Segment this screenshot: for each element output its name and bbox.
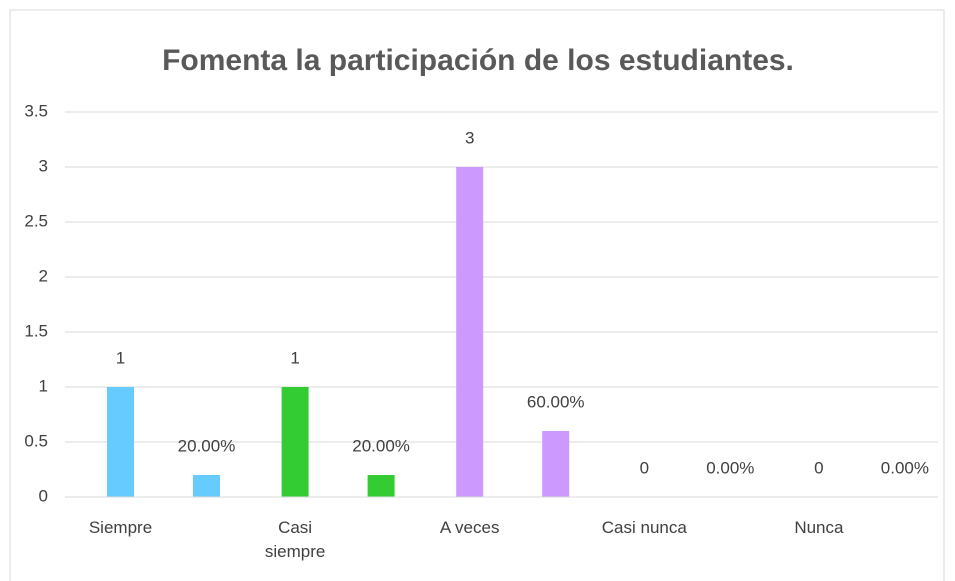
y-tick-label: 0 (39, 486, 48, 505)
data-label: 0.00% (881, 458, 929, 477)
bar (367, 475, 395, 497)
bar (107, 387, 134, 497)
bar (456, 167, 484, 497)
y-tick-label: 1 (39, 376, 48, 395)
y-tick-label: 0.5 (24, 431, 48, 450)
x-tick-label: Nunca (794, 518, 844, 537)
data-label: 0.00% (706, 458, 754, 477)
bar (542, 431, 570, 497)
chart-title: Fomenta la participación de los estudian… (162, 44, 794, 77)
data-label: 0 (814, 458, 823, 477)
data-label: 20.00% (352, 436, 410, 455)
x-tick-label: Casi siempre (264, 518, 326, 561)
data-label: 60.00% (527, 392, 585, 411)
data-label: 1 (290, 348, 299, 367)
data-label: 20.00% (178, 436, 236, 455)
x-tick-label: Siempre (88, 518, 153, 537)
data-label: 1 (116, 348, 125, 367)
y-tick-label: 2 (39, 266, 48, 285)
y-tick-label: 1.5 (24, 321, 48, 340)
x-tick-label: A veces (439, 518, 500, 537)
bar (281, 387, 309, 497)
data-label: 0 (640, 458, 649, 477)
y-tick-label: 2.5 (24, 211, 48, 230)
x-tick-label: Casi nunca (601, 518, 687, 537)
data-label: 3 (465, 128, 474, 147)
y-tick-label: 3 (39, 156, 48, 175)
bar (193, 475, 220, 497)
y-tick-label: 3.5 (24, 101, 48, 120)
